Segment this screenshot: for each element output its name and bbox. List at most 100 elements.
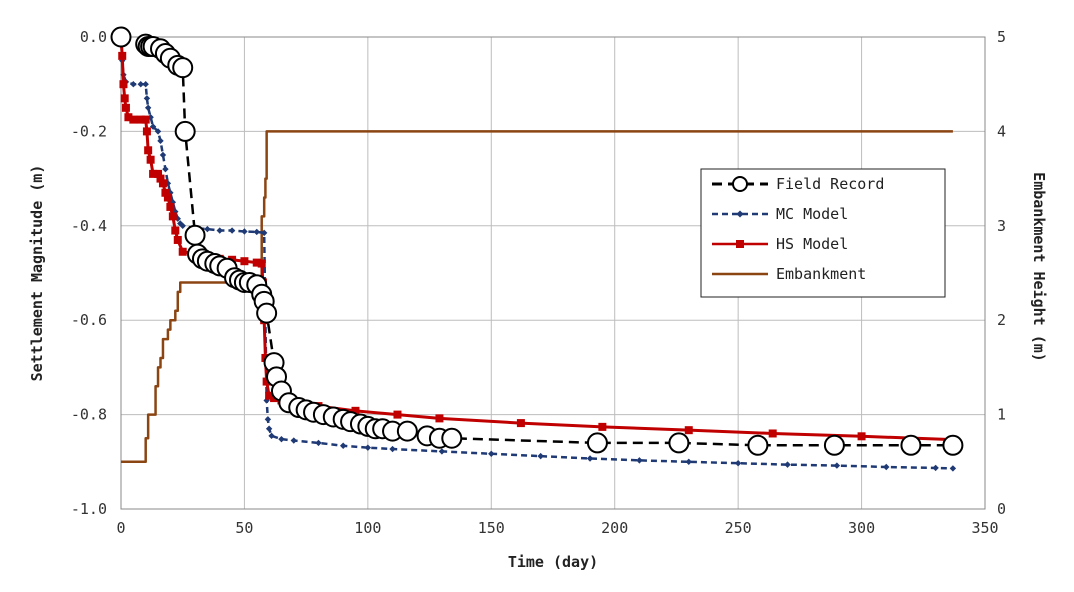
- data-point-field-record: [174, 120, 196, 142]
- data-point-hs-model: [178, 247, 187, 256]
- data-point-hs-model: [158, 179, 167, 188]
- x-tick-label: 200: [601, 519, 628, 537]
- data-point-field-record: [396, 420, 418, 442]
- legend-label-field-record: Field Record: [776, 175, 884, 193]
- x-axis-label: Time (day): [508, 553, 598, 571]
- data-point-field-record: [942, 434, 964, 456]
- data-point-hs-model: [393, 410, 402, 419]
- legend-item-mc-model: MC Model: [712, 205, 848, 223]
- series-line-mc-model: [119, 36, 953, 470]
- series-line-embankment: [121, 130, 953, 464]
- data-point-hs-model: [684, 426, 693, 435]
- data-point-mc-model: [339, 442, 347, 449]
- data-point-hs-model: [171, 226, 180, 235]
- data-point-mc-model: [130, 81, 137, 88]
- data-point-mc-model: [315, 439, 322, 447]
- data-point-hs-model: [516, 419, 525, 428]
- data-point-hs-model: [240, 257, 249, 266]
- y2-tick-label: 0: [997, 500, 1006, 518]
- data-point-mc-model: [636, 457, 643, 464]
- data-point-mc-model: [364, 444, 372, 451]
- data-point-hs-model: [166, 202, 175, 211]
- data-point-mc-model: [159, 151, 167, 159]
- data-point-mc-model: [265, 425, 273, 432]
- data-point-hs-model: [124, 113, 133, 122]
- data-point-hs-model: [156, 174, 165, 183]
- data-point-hs-model: [257, 259, 266, 268]
- legend-item-embankment: Embankment: [712, 265, 866, 283]
- data-point-mc-model: [228, 227, 236, 234]
- y2-tick-label: 3: [997, 217, 1006, 235]
- y-tick-label: -0.8: [71, 406, 107, 424]
- data-point-mc-model: [586, 455, 594, 462]
- data-point-mc-model: [278, 435, 285, 443]
- y-tick-label: 0.0: [80, 28, 107, 46]
- x-tick-label: 100: [354, 519, 381, 537]
- data-point-mc-model: [264, 416, 272, 423]
- data-point-mc-model: [162, 165, 169, 173]
- data-point-hs-model: [154, 169, 163, 178]
- data-point-hs-model: [173, 235, 182, 244]
- data-point-hs-model: [121, 103, 130, 112]
- data-point-hs-model: [351, 406, 360, 415]
- data-point-hs-model: [136, 115, 145, 124]
- data-point-mc-model: [883, 463, 890, 471]
- y-tick-label: -0.4: [71, 217, 107, 235]
- data-point-field-record: [586, 432, 608, 454]
- y2-tick-label: 1: [997, 406, 1006, 424]
- data-point-mc-model: [144, 104, 152, 111]
- data-point-hs-model: [168, 212, 177, 221]
- data-point-mc-model: [137, 81, 144, 88]
- data-point-mc-model: [154, 128, 162, 135]
- data-point-hs-model: [163, 193, 172, 202]
- x-tick-label: 50: [235, 519, 253, 537]
- data-point-mc-model: [932, 464, 939, 472]
- data-point-mc-model: [157, 137, 164, 145]
- legend-marker-hs-model: [736, 240, 744, 248]
- data-point-mc-model: [253, 228, 260, 236]
- data-point-hs-model: [598, 422, 607, 431]
- series-embankment: [121, 130, 953, 464]
- legend-marker-mc-model: [736, 210, 744, 218]
- series-hs-model: [117, 33, 957, 444]
- legend: Field Record MC Model HS Model Embankment: [700, 168, 946, 298]
- data-point-hs-model: [141, 115, 150, 124]
- data-point-mc-model: [537, 452, 544, 460]
- data-point-mc-model: [241, 228, 248, 235]
- y-tick-label: -0.2: [71, 122, 107, 140]
- data-point-hs-model: [142, 127, 151, 136]
- legend-item-field-record: Field Record: [712, 175, 884, 193]
- data-point-mc-model: [438, 448, 446, 455]
- data-point-field-record: [900, 434, 922, 456]
- data-point-hs-model: [144, 146, 153, 155]
- data-point-hs-model: [149, 169, 158, 178]
- data-point-hs-model: [252, 258, 261, 267]
- data-point-mc-model: [833, 462, 841, 469]
- data-point-hs-model: [768, 429, 777, 438]
- data-point-field-record: [172, 57, 194, 79]
- x-tick-label: 300: [848, 519, 875, 537]
- data-point-field-record: [823, 434, 845, 456]
- data-point-mc-model: [260, 229, 268, 237]
- x-tick-label: 250: [725, 519, 752, 537]
- legend-label-mc-model: MC Model: [776, 205, 848, 223]
- data-point-mc-model: [143, 95, 151, 102]
- series-layer: [110, 26, 964, 472]
- data-point-mc-model: [204, 225, 211, 233]
- plot-frame: [120, 36, 986, 510]
- data-point-hs-model: [120, 94, 129, 103]
- data-point-mc-model: [488, 450, 495, 457]
- data-point-hs-model: [857, 432, 866, 441]
- data-point-mc-model: [179, 222, 186, 229]
- data-point-mc-model: [734, 460, 742, 467]
- y2-tick-label: 5: [997, 28, 1006, 46]
- y-tick-label: -0.6: [71, 311, 107, 329]
- data-point-mc-model: [290, 437, 297, 444]
- data-point-mc-model: [784, 461, 791, 468]
- data-point-field-record: [668, 432, 690, 454]
- data-point-hs-model: [119, 80, 128, 89]
- data-point-field-record: [441, 427, 463, 449]
- y2-tick-label: 2: [997, 311, 1006, 329]
- legend-label-embankment: Embankment: [776, 265, 866, 283]
- data-point-mc-model: [268, 432, 275, 440]
